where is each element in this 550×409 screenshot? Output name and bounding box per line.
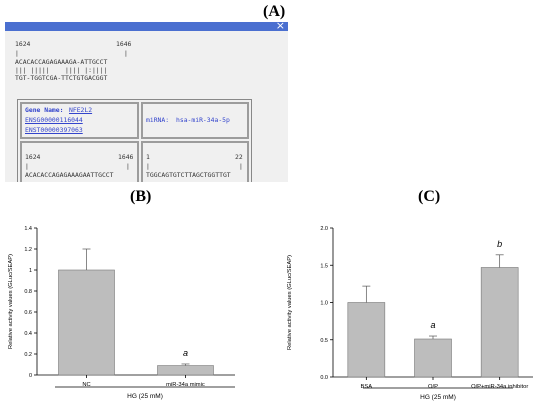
ensembl-transcript-link[interactable]: ENST00000397063 [25,126,83,134]
y-tick-label: 1 [29,268,32,274]
mirna-label: miRNA: [146,116,170,124]
y-tick-label: 1.2 [24,247,32,253]
ensembl-gene-link[interactable]: ENSG00000116044 [25,116,83,124]
mirna-start-position: 1 [146,153,150,161]
chart-b: 0 0.2 0.4 0.6 0.8 1 1.2 1.4 Relative activity va… [8,226,235,400]
y-tick-label: 1.0 [320,301,328,307]
x-axis-label: HG (25 mM) [127,393,163,400]
close-icon[interactable]: × [275,22,285,32]
site-sequence: ACACACCAGAGAAAGAATTGCCT [25,171,114,179]
mirna-name: hsa-miR-34a-5p [176,116,230,124]
panel-label-c: (C) [418,188,441,205]
alignment-start-position: 1624 [15,40,31,48]
bar [157,365,214,376]
mirna-end-position: 22 [235,153,243,161]
y-tick-label: 0.4 [24,331,32,337]
bar [480,267,519,378]
window-titlebar: × [5,22,288,32]
site-tick-left: | [25,162,29,170]
x-tick-label: NC [82,382,90,388]
y-tick-label: 2.0 [320,226,328,232]
significance-label: a [430,320,435,330]
gene-name-link[interactable]: NFE2L2 [69,106,93,114]
bar [58,269,115,376]
alignment-tick-right: | [124,49,128,57]
alignment-end-position: 1646 [116,40,132,48]
y-axis-label: Relative activity values (GLuc/SEAP) [287,255,293,350]
match-line: ||| ||||| |||| |:|||| [15,66,108,74]
site-start-position: 1624 [25,153,41,161]
y-axis-label: Relative activity values (GLuc/SEAP) [8,254,14,349]
bar [347,302,386,378]
x-axis-label: HG (25 mM) [420,394,456,401]
chart-c: 0.0 0.5 1.0 1.5 2.0 Relative activity values … [287,226,533,401]
significance-label: a [183,348,188,358]
bar [414,338,452,378]
x-tick-label: miR-34a mimic [166,382,205,388]
target-site-cell: 1624 1646 | | ACACACCAGAGAAAGAATTGCCT [20,141,139,182]
mirna-tick-right: | [239,162,243,170]
alignment-window: × 1624 1646 | | ACACACCAGAGAAAGA-ATTGCCT… [5,22,288,182]
y-tick-label: 1.4 [24,226,32,232]
x-tick-label: O/P+miR-34a inhibitor [471,384,528,390]
mirna-site-cell: 1 22 | | TGGCAGTGTCTTAGCTGGTTGT [141,141,249,182]
y-tick-label: 0.8 [24,289,32,295]
gene-info-table: Gene Name: NFE2L2 ENSG00000116044 ENST00… [17,99,252,182]
x-tick-label: BSA [361,384,373,390]
y-tick-label: 0.5 [320,338,328,344]
site-end-position: 1646 [118,153,134,161]
y-tick-label: 0.6 [24,310,32,316]
gene-name-label: Gene Name: [25,106,64,114]
y-tick-label: 0.0 [320,375,328,381]
panel-label-b: (B) [130,188,152,205]
site-tick-right: | [126,162,130,170]
gene-cell: Gene Name: NFE2L2 ENSG00000116044 ENST00… [20,102,139,139]
y-tick-label: 0.2 [24,352,32,358]
alignment-tick-left: | [15,49,19,57]
y-tick-label: 0 [29,373,32,379]
x-tick-label: O/P [428,384,438,390]
significance-label: b [497,239,502,249]
mirna-sequence: TGT-TGGTCGA-TTCTGTGACGGT [15,74,108,82]
mirna-cell: miRNA: hsa-miR-34a-5p [141,102,249,139]
mirna-site-sequence: TGGCAGTGTCTTAGCTGGTTGT [146,171,231,179]
mirna-tick-left: | [146,162,150,170]
y-tick-label: 1.5 [320,263,328,269]
panel-label-a: (A) [263,3,286,20]
target-sequence: ACACACCAGAGAAAGA-ATTGCCT [15,58,108,66]
